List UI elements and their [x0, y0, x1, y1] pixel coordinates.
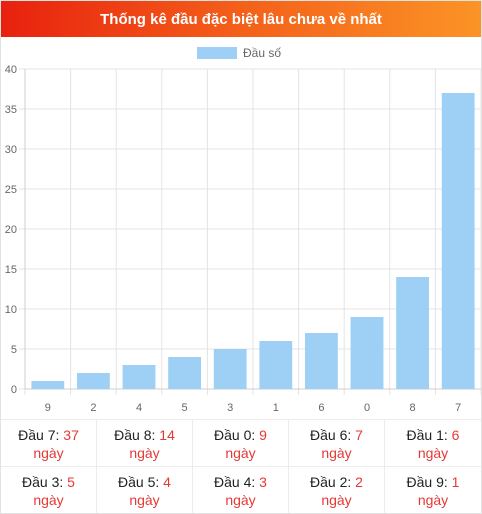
stat-value: 14 [159, 427, 175, 443]
bar-4 [122, 365, 156, 389]
stat-cell: Đầu 5: 4 ngày [97, 466, 193, 513]
legend-label: Đầu số [243, 46, 281, 60]
stat-label: Đầu 4: [214, 474, 256, 490]
stat-unit: ngày [129, 492, 160, 508]
stat-label: Đầu 3: [22, 474, 64, 490]
bar-6 [304, 333, 338, 389]
x-tick-label: 0 [364, 402, 370, 414]
stat-value: 4 [163, 474, 171, 490]
y-tick-label: 15 [5, 264, 17, 276]
x-tick-label: 3 [227, 402, 233, 414]
bar-1 [259, 341, 293, 389]
stat-cell: Đầu 8: 14 ngày [97, 419, 193, 466]
y-tick-label: 10 [5, 304, 17, 316]
stat-value: 9 [259, 427, 267, 443]
bar-0 [350, 317, 384, 389]
stat-cell: Đầu 6: 7 ngày [289, 419, 385, 466]
stat-label: Đầu 1: [406, 427, 448, 443]
y-tick-label: 5 [11, 344, 17, 356]
stat-cell: Đầu 4: 3 ngày [193, 466, 289, 513]
y-tick-label: 25 [5, 184, 17, 196]
stat-unit: ngày [321, 445, 352, 461]
y-tick-label: 0 [11, 384, 17, 396]
stat-label: Đầu 0: [214, 427, 256, 443]
y-tick-label: 20 [5, 224, 17, 236]
stat-cell: Đầu 3: 5 ngày [1, 466, 97, 513]
y-tick-label: 35 [5, 104, 17, 116]
x-tick-label: 7 [455, 402, 461, 414]
stat-value: 3 [259, 474, 267, 490]
bar-8 [396, 277, 430, 389]
bar-2 [76, 373, 110, 389]
stat-cell: Đầu 2: 2 ngày [289, 466, 385, 513]
stats-grid: Đầu 7: 37 ngày Đầu 8: 14 ngày Đầu 0: 9 n… [1, 419, 481, 513]
stat-cell: Đầu 9: 1 ngày [385, 466, 481, 513]
stat-unit: ngày [321, 492, 352, 508]
bar-9 [31, 381, 65, 389]
x-tick-label: 5 [182, 402, 188, 414]
y-tick-label: 30 [5, 144, 17, 156]
stat-label: Đầu 5: [118, 474, 160, 490]
x-tick-label: 8 [410, 402, 416, 414]
legend-swatch [197, 47, 237, 59]
stat-cell: Đầu 1: 6 ngày [385, 419, 481, 466]
stat-unit: ngày [225, 492, 256, 508]
bar-7 [441, 93, 475, 389]
x-tick-label: 2 [90, 402, 96, 414]
stat-label: Đầu 7: [18, 427, 60, 443]
stat-unit: ngày [225, 445, 256, 461]
stat-unit: ngày [33, 492, 64, 508]
stat-value: 7 [355, 427, 363, 443]
chart-header-title: Thống kê đầu đặc biệt lâu chưa về nhất [100, 10, 382, 28]
bar-5 [168, 357, 202, 389]
x-tick-label: 6 [318, 402, 324, 414]
stat-value: 6 [451, 427, 460, 443]
stat-label: Đầu 2: [310, 474, 352, 490]
stat-unit: ngày [417, 492, 449, 508]
stat-unit: ngày [417, 445, 449, 461]
stat-cell: Đầu 0: 9 ngày [193, 419, 289, 466]
stat-value: 2 [355, 474, 363, 490]
stat-unit: ngày [129, 445, 160, 461]
stat-value: 1 [451, 474, 460, 490]
stat-cell: Đầu 7: 37 ngày [1, 419, 97, 466]
stat-label: Đầu 8: [114, 427, 156, 443]
x-tick-label: 1 [273, 402, 279, 414]
stat-label: Đầu 6: [310, 427, 352, 443]
x-tick-label: 4 [136, 402, 142, 414]
chart-header: Thống kê đầu đặc biệt lâu chưa về nhất [1, 1, 481, 37]
stat-unit: ngày [33, 445, 64, 461]
bar-chart: 0 5 10 15 20 25 30 35 40 9 2 4 5 3 1 6 0 8 7 Đầu số [5, 46, 481, 414]
stat-value: 37 [63, 427, 79, 443]
stat-label: Đầu 9: [406, 474, 448, 490]
y-tick-label: 40 [5, 64, 17, 76]
bar-3 [213, 349, 247, 389]
x-tick-label: 9 [45, 402, 51, 414]
stat-value: 5 [67, 474, 75, 490]
